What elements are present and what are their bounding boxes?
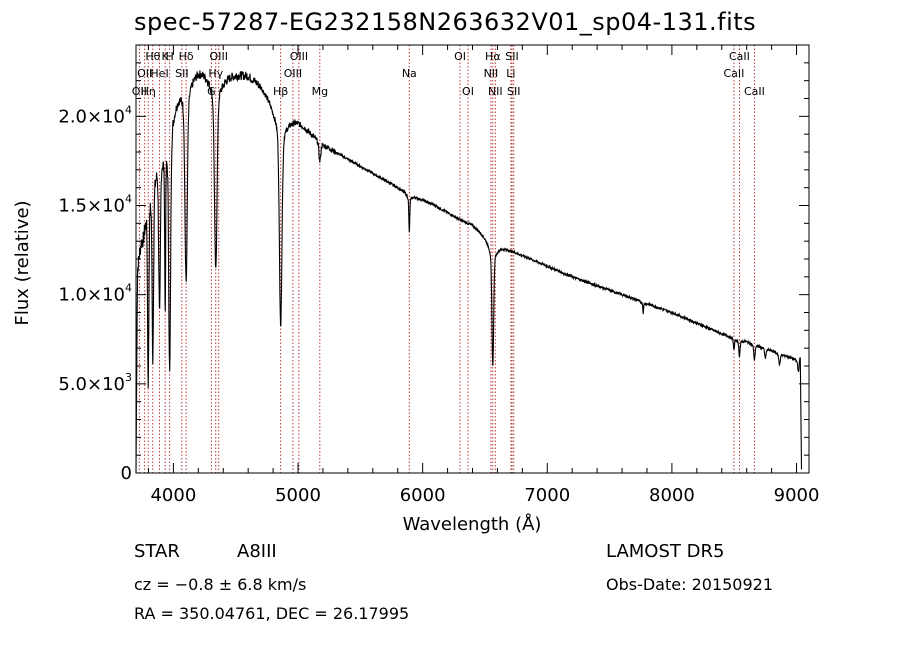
marker-label-oiii: OIII (284, 67, 302, 80)
marker-label-hθ: Hθ (145, 50, 160, 63)
marker-label-oi: OI (462, 85, 474, 98)
marker-label-mg: Mg (312, 85, 328, 98)
marker-label-hδ: Hδ (179, 50, 194, 63)
chart-title: spec-57287-EG232158N263632V01_sp04-131.f… (134, 8, 757, 36)
marker-label-sii: SII (505, 50, 518, 63)
marker-label-caii: CaII (729, 50, 750, 63)
marker-label-hβ: Hβ (273, 85, 288, 98)
obs-date: Obs-Date: 20150921 (606, 575, 774, 594)
y-tick-label: 0 (121, 463, 132, 484)
marker-label-oi: OI (454, 50, 466, 63)
marker-label-k: K (162, 50, 170, 63)
marker-label-na: Na (402, 67, 417, 80)
marker-label-oii: OII (137, 67, 152, 80)
coordinates: RA = 350.04761, DEC = 26.17995 (134, 604, 410, 623)
marker-label-nii: NII (484, 67, 499, 80)
marker-label-caii: CaII (744, 85, 765, 98)
x-tick-label: 4000 (150, 485, 196, 506)
spectrum-line (135, 70, 803, 474)
object-class: STAR (134, 541, 180, 562)
y-tick-label: 1.0×104 (58, 282, 132, 306)
x-axis-label: Wavelength (Å) (403, 513, 542, 535)
x-tick-label: 6000 (400, 485, 446, 506)
x-tick-label: 9000 (774, 485, 820, 506)
marker-label-oiii: OIII (210, 50, 228, 63)
x-tick-label: 7000 (524, 485, 570, 506)
object-subclass: A8III (237, 541, 277, 562)
marker-label-caii: CaII (724, 67, 745, 80)
marker-label-hγ: Hγ (208, 67, 223, 80)
y-tick-label: 5.0×103 (58, 371, 132, 395)
y-tick-label: 1.5×104 (58, 193, 132, 217)
y-axis-ticks: 0 5.0×103 1.0×104 1.5×104 2.0×104 (58, 62, 809, 484)
x-axis-ticks: 4000 5000 6000 7000 8000 9000 (147, 45, 820, 506)
marker-label-hα: Hα (485, 50, 501, 63)
marker-label-nii: NII (488, 85, 503, 98)
y-axis-label: Flux (relative) (12, 200, 33, 325)
marker-label-hη: Hη (141, 85, 156, 98)
marker-label-li: Li (506, 67, 515, 80)
marker-label-sii: SII (175, 67, 188, 80)
plot-frame (135, 44, 810, 474)
marker-label-sii: SII (507, 85, 520, 98)
x-tick-label: 8000 (649, 485, 695, 506)
x-tick-label: 5000 (275, 485, 321, 506)
redshift-text: cz = −0.8 ± 6.8 km/s (134, 575, 307, 594)
y-tick-label: 2.0×104 (58, 103, 132, 127)
marker-label-hei: HeI (150, 67, 168, 80)
marker-label-oiii: OIII (290, 50, 308, 63)
line-markers (138, 45, 755, 473)
survey-name: LAMOST DR5 (606, 541, 725, 562)
marker-label-h: H (166, 50, 174, 63)
